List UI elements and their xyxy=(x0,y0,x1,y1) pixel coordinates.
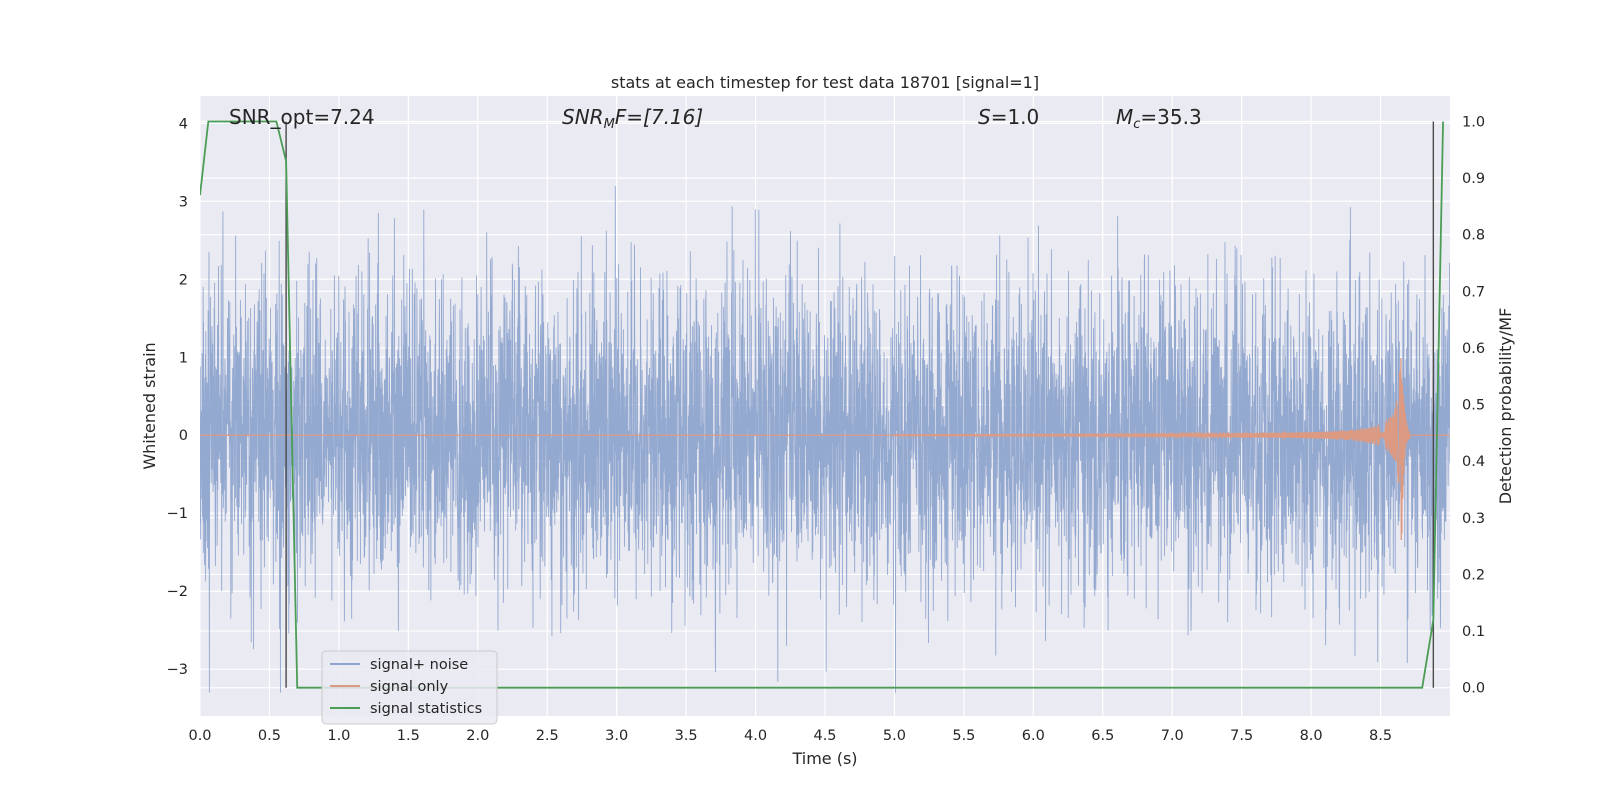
x-tick-label: 8.5 xyxy=(1369,728,1392,744)
x-tick-label: 2.0 xyxy=(466,728,489,744)
x-tick-label: 2.5 xyxy=(536,728,559,744)
legend-label-signal: signal only xyxy=(370,679,449,695)
noise-trace xyxy=(200,186,1450,693)
annotation-mc: Mc=35.3 xyxy=(1116,105,1202,132)
legend-label-statistics: signal statistics xyxy=(370,701,482,717)
y-right-tick-label: 0.0 xyxy=(1462,681,1485,697)
x-tick-label: 6.0 xyxy=(1022,728,1045,744)
y-right-tick-label: 0.7 xyxy=(1462,284,1485,300)
y-left-tick-label: −1 xyxy=(167,506,188,522)
series-signal-only xyxy=(200,358,1450,541)
annotation-snr-mf: SNRMF=[7.16] xyxy=(562,105,703,132)
y-right-tick-label: 0.6 xyxy=(1462,341,1485,357)
chart-title: stats at each timestep for test data 187… xyxy=(611,73,1039,92)
series-signal-statistics xyxy=(200,120,1444,689)
annotation-snr-opt: SNR_opt=7.24 xyxy=(229,105,375,129)
statistics-trace xyxy=(200,120,1444,689)
x-tick-label: 4.0 xyxy=(744,728,767,744)
annotation-s: S=1.0 xyxy=(978,105,1039,129)
x-tick-label: 6.5 xyxy=(1091,728,1114,744)
x-tick-label: 7.0 xyxy=(1161,728,1184,744)
x-tick-label: 0.5 xyxy=(258,728,281,744)
y-left-tick-label: 3 xyxy=(179,194,188,210)
legend-label-noise: signal+ noise xyxy=(370,657,468,673)
x-tick-label: 4.5 xyxy=(813,728,836,744)
x-tick-label: 3.0 xyxy=(605,728,628,744)
y-right-tick-label: 0.3 xyxy=(1462,511,1485,527)
series-signal-noise xyxy=(200,186,1450,693)
y-right-tick-label: 0.4 xyxy=(1462,454,1485,470)
x-tick-label: 5.0 xyxy=(883,728,906,744)
x-tick-label: 0.0 xyxy=(188,728,211,744)
x-axis-ticks: 0.0 0.5 1.0 1.5 2.0 2.5 3.0 3.5 4.0 4.5 5.0 5.5 6.0 6… xyxy=(188,728,1392,744)
y-left-tick-label: 2 xyxy=(179,272,188,288)
y-left-axis-label: Whitened strain xyxy=(140,342,159,469)
x-tick-label: 1.0 xyxy=(327,728,350,744)
y-left-tick-label: −3 xyxy=(167,662,188,678)
y-right-tick-label: 1.0 xyxy=(1462,114,1485,130)
y-right-tick-label: 0.9 xyxy=(1462,171,1485,187)
y-right-axis-ticks: 1.0 0.9 0.8 0.7 0.6 0.5 0.4 0.3 0.2 0.1 0.0 xyxy=(1462,114,1485,696)
y-right-tick-label: 0.1 xyxy=(1462,624,1485,640)
y-right-axis-label: Detection probability/MF xyxy=(1496,308,1515,505)
y-left-tick-label: 4 xyxy=(179,116,188,132)
y-left-axis-ticks: 4 3 2 1 0 −1 −2 −3 xyxy=(167,116,188,678)
x-tick-label: 3.5 xyxy=(675,728,698,744)
x-tick-label: 8.0 xyxy=(1300,728,1323,744)
y-right-tick-label: 0.8 xyxy=(1462,228,1485,244)
y-right-tick-label: 0.5 xyxy=(1462,398,1485,414)
y-left-tick-label: 0 xyxy=(179,428,188,444)
legend: signal+ noise signal only signal statist… xyxy=(321,650,498,725)
x-axis-label: Time (s) xyxy=(791,749,857,768)
legend-box xyxy=(321,650,498,725)
y-left-tick-label: −2 xyxy=(167,584,188,600)
y-left-tick-label: 1 xyxy=(179,350,188,366)
x-tick-label: 7.5 xyxy=(1230,728,1253,744)
y-right-tick-label: 0.2 xyxy=(1462,567,1485,583)
plot-area xyxy=(200,120,1450,693)
x-tick-label: 1.5 xyxy=(397,728,420,744)
signal-trace xyxy=(200,358,1450,541)
x-tick-label: 5.5 xyxy=(952,728,975,744)
